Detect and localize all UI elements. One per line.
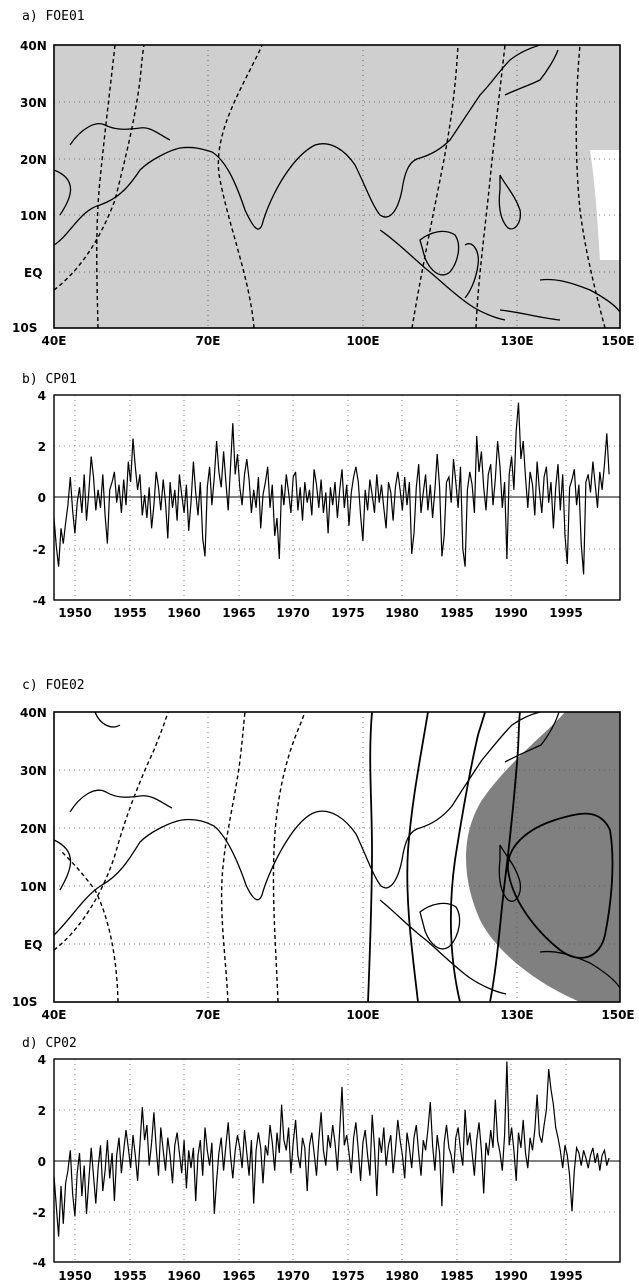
- series-b-ytick: 2: [38, 440, 46, 454]
- series-d-ytick: -2: [33, 1206, 46, 1220]
- map-c-xtick: 150E: [601, 1008, 634, 1022]
- map-a-frame: [53, 44, 621, 329]
- panel-d-timeseries: d) CP02 4 2 0 -2 -4 1950 1955 1960 1965 …: [22, 1036, 621, 1283]
- series-d-xtick: 1990: [494, 1269, 527, 1283]
- map-a-xtick: 70E: [196, 334, 221, 348]
- map-c-xtick: 40E: [42, 1008, 67, 1022]
- series-d-ytick: 4: [38, 1053, 46, 1067]
- panel-c-title: c) FOE02: [22, 678, 85, 693]
- series-d-ytick: 2: [38, 1104, 46, 1118]
- series-d-frame: [53, 1058, 621, 1263]
- series-d-xtick: 1985: [440, 1269, 473, 1283]
- panel-b-timeseries: b) CP01 4 2 0 -2 -4 1950 1955 1960 1965 …: [22, 372, 621, 620]
- map-c-dashed-contours: [54, 712, 306, 1002]
- map-a-xtick: 100E: [346, 334, 379, 348]
- map-c-shading: [466, 712, 620, 1002]
- series-d-xtick: 1960: [167, 1269, 200, 1283]
- map-a-ytick: 10N: [20, 209, 47, 223]
- map-a-shading: [54, 45, 620, 328]
- panel-d-title: d) CP02: [22, 1036, 77, 1051]
- map-a-x-ticks: 40E 70E 100E 130E 150E: [42, 334, 635, 348]
- map-a-ytick: EQ: [24, 266, 42, 280]
- series-d-line: [54, 1061, 610, 1237]
- map-c-ytick: 10S: [12, 995, 37, 1009]
- map-c-xtick: 70E: [196, 1008, 221, 1022]
- map-a-xtick: 130E: [500, 334, 533, 348]
- series-d-y-ticks: 4 2 0 -2 -4: [33, 1053, 46, 1270]
- map-c-ytick: EQ: [24, 938, 42, 952]
- panel-a-map: a) FOE01: [12, 9, 635, 348]
- map-a-ytick: 40N: [20, 39, 47, 53]
- map-c-x-ticks: 40E 70E 100E 130E 150E: [42, 1008, 635, 1022]
- map-c-ytick: 20N: [20, 822, 47, 836]
- series-b-line: [54, 402, 610, 575]
- series-d-xtick: 1965: [222, 1269, 255, 1283]
- series-b-xtick: 1965: [222, 606, 255, 620]
- map-a-grid: [54, 45, 620, 328]
- map-c-solid-contours: [367, 712, 614, 1002]
- map-c-y-ticks: 40N 30N 20N 10N EQ 10S: [12, 706, 47, 1009]
- map-a-contours: [54, 45, 606, 328]
- map-c-ytick: 10N: [20, 880, 47, 894]
- map-c-frame: [53, 711, 621, 1003]
- series-b-xtick: 1975: [331, 606, 364, 620]
- map-c-xtick: 100E: [346, 1008, 379, 1022]
- series-b-xtick: 1960: [167, 606, 200, 620]
- map-c-ytick: 30N: [20, 764, 47, 778]
- series-b-ytick: -2: [33, 543, 46, 557]
- series-d-xtick: 1975: [331, 1269, 364, 1283]
- series-b-ytick: 4: [38, 389, 46, 403]
- map-a-xtick: 150E: [601, 334, 634, 348]
- series-b-xtick: 1980: [385, 606, 418, 620]
- map-a-coastlines: [54, 45, 620, 321]
- map-a-ytick: 30N: [20, 96, 47, 110]
- map-a-unshaded-patch: [590, 150, 620, 260]
- series-b-ytick: -4: [33, 594, 46, 608]
- series-b-x-ticks: 1950 1955 1960 1965 1970 1975 1980 1985 …: [58, 606, 582, 620]
- series-b-xtick: 1995: [549, 606, 582, 620]
- series-d-xtick: 1970: [276, 1269, 309, 1283]
- series-b-xtick: 1985: [440, 606, 473, 620]
- series-b-xtick: 1950: [58, 606, 91, 620]
- series-d-xtick: 1955: [113, 1269, 146, 1283]
- map-a-ytick: 20N: [20, 153, 47, 167]
- panel-b-title: b) CP01: [22, 372, 77, 387]
- panel-a-title: a) FOE01: [22, 9, 85, 24]
- series-b-xtick: 1955: [113, 606, 146, 620]
- map-c-xtick: 130E: [500, 1008, 533, 1022]
- map-c-ytick: 40N: [20, 706, 47, 720]
- map-a-xtick: 40E: [42, 334, 67, 348]
- series-d-ytick: -4: [33, 1256, 46, 1270]
- map-c-grid: [54, 712, 620, 1002]
- series-d-xtick: 1995: [549, 1269, 582, 1283]
- series-b-y-ticks: 4 2 0 -2 -4: [33, 389, 46, 608]
- series-b-ytick: 0: [38, 491, 46, 505]
- map-a-ytick: 10S: [12, 321, 37, 335]
- map-a-y-ticks: 40N 30N 20N 10N EQ 10S: [12, 39, 47, 335]
- series-d-xtick: 1950: [58, 1269, 91, 1283]
- series-d-xtick: 1980: [385, 1269, 418, 1283]
- series-b-xtick: 1990: [494, 606, 527, 620]
- series-d-x-ticks: 1950 1955 1960 1965 1970 1975 1980 1985 …: [58, 1269, 582, 1283]
- series-d-ytick: 0: [38, 1155, 46, 1169]
- panel-c-map: c) FOE02: [12, 678, 635, 1022]
- series-b-frame: [53, 394, 621, 601]
- series-b-xtick: 1970: [276, 606, 309, 620]
- series-b-grid: [54, 395, 620, 600]
